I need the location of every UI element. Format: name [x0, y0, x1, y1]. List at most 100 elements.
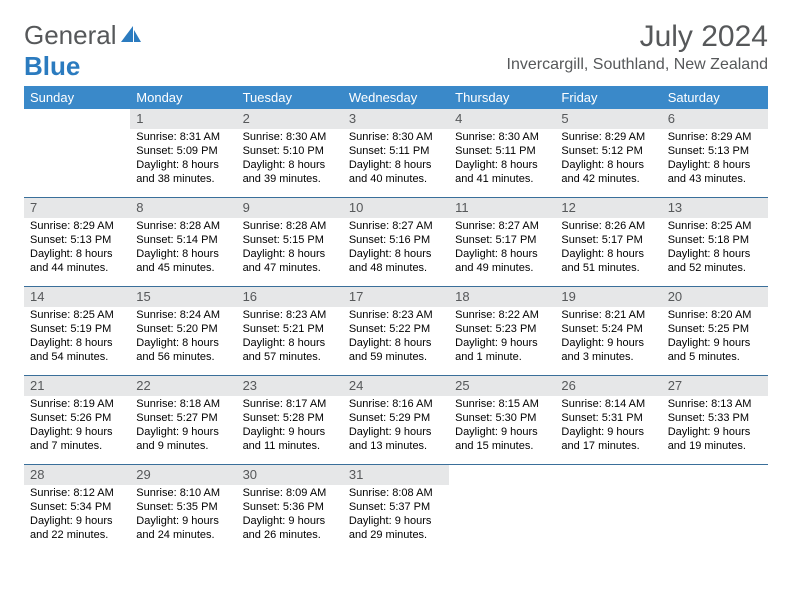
sunset-line: Sunset: 5:11 PM — [455, 145, 549, 159]
day-number: 20 — [662, 287, 768, 307]
day-body: Sunrise: 8:13 AMSunset: 5:33 PMDaylight:… — [668, 398, 762, 453]
day-number: 24 — [343, 376, 449, 396]
daylight-line: Daylight: 9 hours and 29 minutes. — [349, 515, 443, 543]
day-body: Sunrise: 8:09 AMSunset: 5:36 PMDaylight:… — [243, 487, 337, 542]
day-body: Sunrise: 8:29 AMSunset: 5:13 PMDaylight:… — [30, 220, 124, 275]
sunset-line: Sunset: 5:22 PM — [349, 323, 443, 337]
sunset-line: Sunset: 5:11 PM — [349, 145, 443, 159]
week-row: 1Sunrise: 8:31 AMSunset: 5:09 PMDaylight… — [24, 109, 768, 198]
sunset-line: Sunset: 5:13 PM — [668, 145, 762, 159]
week-row: 14Sunrise: 8:25 AMSunset: 5:19 PMDayligh… — [24, 287, 768, 376]
sunset-line: Sunset: 5:09 PM — [136, 145, 230, 159]
day-cell — [662, 465, 768, 553]
day-number: 30 — [237, 465, 343, 485]
sunrise-line: Sunrise: 8:13 AM — [668, 398, 762, 412]
daylight-line: Daylight: 8 hours and 47 minutes. — [243, 248, 337, 276]
daylight-line: Daylight: 9 hours and 3 minutes. — [561, 337, 655, 365]
day-cell: 14Sunrise: 8:25 AMSunset: 5:19 PMDayligh… — [24, 287, 130, 375]
day-number: 1 — [130, 109, 236, 129]
day-cell — [555, 465, 661, 553]
daylight-line: Daylight: 8 hours and 51 minutes. — [561, 248, 655, 276]
daylight-line: Daylight: 9 hours and 9 minutes. — [136, 426, 230, 454]
day-number: 5 — [555, 109, 661, 129]
day-body: Sunrise: 8:20 AMSunset: 5:25 PMDaylight:… — [668, 309, 762, 364]
day-cell: 15Sunrise: 8:24 AMSunset: 5:20 PMDayligh… — [130, 287, 236, 375]
day-body: Sunrise: 8:30 AMSunset: 5:11 PMDaylight:… — [349, 131, 443, 186]
day-cell: 18Sunrise: 8:22 AMSunset: 5:23 PMDayligh… — [449, 287, 555, 375]
sunset-line: Sunset: 5:18 PM — [668, 234, 762, 248]
day-cell: 1Sunrise: 8:31 AMSunset: 5:09 PMDaylight… — [130, 109, 236, 197]
day-cell: 28Sunrise: 8:12 AMSunset: 5:34 PMDayligh… — [24, 465, 130, 553]
sunrise-line: Sunrise: 8:30 AM — [349, 131, 443, 145]
sunrise-line: Sunrise: 8:27 AM — [455, 220, 549, 234]
daylight-line: Daylight: 8 hours and 42 minutes. — [561, 159, 655, 187]
day-header-row: Sunday Monday Tuesday Wednesday Thursday… — [24, 86, 768, 109]
day-number: 18 — [449, 287, 555, 307]
day-header: Tuesday — [237, 86, 343, 109]
day-header: Monday — [130, 86, 236, 109]
day-number: 3 — [343, 109, 449, 129]
day-cell: 30Sunrise: 8:09 AMSunset: 5:36 PMDayligh… — [237, 465, 343, 553]
sunset-line: Sunset: 5:19 PM — [30, 323, 124, 337]
sunrise-line: Sunrise: 8:30 AM — [455, 131, 549, 145]
sunset-line: Sunset: 5:14 PM — [136, 234, 230, 248]
day-number: 12 — [555, 198, 661, 218]
sunrise-line: Sunrise: 8:29 AM — [561, 131, 655, 145]
daylight-line: Daylight: 8 hours and 49 minutes. — [455, 248, 549, 276]
logo-text-left: General — [24, 20, 117, 50]
day-cell: 20Sunrise: 8:20 AMSunset: 5:25 PMDayligh… — [662, 287, 768, 375]
day-number: 2 — [237, 109, 343, 129]
page-header: General Blue July 2024 Invercargill, Sou… — [24, 20, 768, 82]
day-body: Sunrise: 8:21 AMSunset: 5:24 PMDaylight:… — [561, 309, 655, 364]
day-number: 6 — [662, 109, 768, 129]
sunset-line: Sunset: 5:24 PM — [561, 323, 655, 337]
day-cell: 23Sunrise: 8:17 AMSunset: 5:28 PMDayligh… — [237, 376, 343, 464]
day-body: Sunrise: 8:31 AMSunset: 5:09 PMDaylight:… — [136, 131, 230, 186]
day-body: Sunrise: 8:18 AMSunset: 5:27 PMDaylight:… — [136, 398, 230, 453]
day-number: 22 — [130, 376, 236, 396]
day-cell: 9Sunrise: 8:28 AMSunset: 5:15 PMDaylight… — [237, 198, 343, 286]
sunrise-line: Sunrise: 8:14 AM — [561, 398, 655, 412]
logo-text-right: Blue — [24, 51, 80, 81]
day-number: 31 — [343, 465, 449, 485]
sunrise-line: Sunrise: 8:16 AM — [349, 398, 443, 412]
page-subtitle: Invercargill, Southland, New Zealand — [507, 56, 768, 74]
day-body: Sunrise: 8:25 AMSunset: 5:19 PMDaylight:… — [30, 309, 124, 364]
daylight-line: Daylight: 9 hours and 24 minutes. — [136, 515, 230, 543]
logo-sail-icon — [119, 24, 143, 44]
daylight-line: Daylight: 9 hours and 13 minutes. — [349, 426, 443, 454]
day-cell: 19Sunrise: 8:21 AMSunset: 5:24 PMDayligh… — [555, 287, 661, 375]
week-row: 7Sunrise: 8:29 AMSunset: 5:13 PMDaylight… — [24, 198, 768, 287]
day-cell: 29Sunrise: 8:10 AMSunset: 5:35 PMDayligh… — [130, 465, 236, 553]
day-cell: 21Sunrise: 8:19 AMSunset: 5:26 PMDayligh… — [24, 376, 130, 464]
day-body: Sunrise: 8:22 AMSunset: 5:23 PMDaylight:… — [455, 309, 549, 364]
sunset-line: Sunset: 5:13 PM — [30, 234, 124, 248]
sunrise-line: Sunrise: 8:26 AM — [561, 220, 655, 234]
daylight-line: Daylight: 9 hours and 26 minutes. — [243, 515, 337, 543]
day-cell: 10Sunrise: 8:27 AMSunset: 5:16 PMDayligh… — [343, 198, 449, 286]
day-cell — [24, 109, 130, 197]
day-number: 17 — [343, 287, 449, 307]
day-body: Sunrise: 8:14 AMSunset: 5:31 PMDaylight:… — [561, 398, 655, 453]
day-number: 28 — [24, 465, 130, 485]
daylight-line: Daylight: 8 hours and 39 minutes. — [243, 159, 337, 187]
day-body: Sunrise: 8:27 AMSunset: 5:16 PMDaylight:… — [349, 220, 443, 275]
sunrise-line: Sunrise: 8:27 AM — [349, 220, 443, 234]
day-cell — [449, 465, 555, 553]
day-cell: 24Sunrise: 8:16 AMSunset: 5:29 PMDayligh… — [343, 376, 449, 464]
sunrise-line: Sunrise: 8:09 AM — [243, 487, 337, 501]
sunrise-line: Sunrise: 8:21 AM — [561, 309, 655, 323]
day-number: 19 — [555, 287, 661, 307]
daylight-line: Daylight: 8 hours and 40 minutes. — [349, 159, 443, 187]
day-number: 23 — [237, 376, 343, 396]
day-cell: 13Sunrise: 8:25 AMSunset: 5:18 PMDayligh… — [662, 198, 768, 286]
daylight-line: Daylight: 8 hours and 52 minutes. — [668, 248, 762, 276]
day-body: Sunrise: 8:10 AMSunset: 5:35 PMDaylight:… — [136, 487, 230, 542]
day-number: 16 — [237, 287, 343, 307]
day-body: Sunrise: 8:29 AMSunset: 5:13 PMDaylight:… — [668, 131, 762, 186]
day-cell: 11Sunrise: 8:27 AMSunset: 5:17 PMDayligh… — [449, 198, 555, 286]
page-title: July 2024 — [507, 20, 768, 54]
sunset-line: Sunset: 5:26 PM — [30, 412, 124, 426]
sunrise-line: Sunrise: 8:28 AM — [136, 220, 230, 234]
sunrise-line: Sunrise: 8:24 AM — [136, 309, 230, 323]
